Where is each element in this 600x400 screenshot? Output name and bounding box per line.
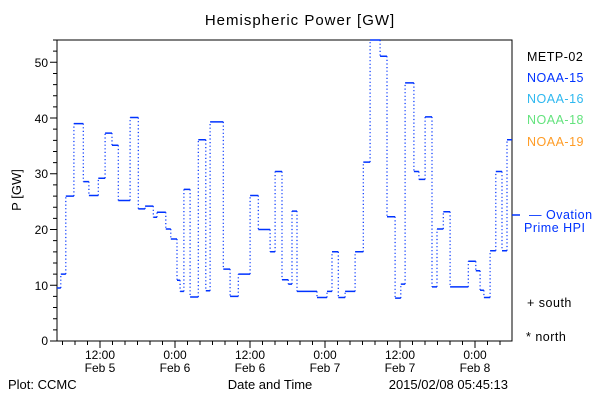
x-tick-label-1: 12:00 Feb 5: [68, 349, 132, 375]
x-tick-time: 12:00: [84, 348, 116, 362]
x-tick-label-5: 12:00 Feb 7: [368, 349, 432, 375]
y-tick-label-20: 20: [34, 223, 48, 237]
y-tick-label-30: 30: [34, 167, 48, 181]
legend-south-marker: + south: [527, 296, 572, 310]
x-tick-time: 0:00: [463, 348, 487, 362]
asterisk-symbol: *: [526, 330, 532, 344]
x-tick-date: Feb 6: [159, 361, 191, 375]
plot-frame: [56, 39, 513, 342]
x-axis-title: Date and Time: [227, 377, 313, 392]
legend-item-noaa-19: NOAA-19: [527, 135, 584, 149]
legend-item-noaa-18: NOAA-18: [527, 113, 584, 127]
x-tick-date: Feb 6: [234, 361, 266, 375]
x-tick-time: 12:00: [234, 348, 266, 362]
legend-item-noaa-16: NOAA-16: [527, 92, 584, 106]
legend-north-marker: * north: [526, 330, 566, 344]
axis-ticks: [50, 39, 501, 348]
x-tick-time: 12:00: [384, 348, 416, 362]
data-step-horizontals: [57, 39, 512, 299]
plot-timestamp: 2015/02/08 05:45:13: [388, 377, 508, 392]
x-tick-label-6: 0:00 Feb 8: [443, 349, 507, 375]
y-tick-label-0: 0: [41, 334, 48, 348]
plot-source-label: Plot: CCMC: [8, 377, 77, 392]
south-label: south: [538, 296, 572, 310]
x-tick-time: 0:00: [313, 348, 337, 362]
x-tick-time: 0:00: [163, 348, 187, 362]
legend-item-metp-02: METP-02: [527, 50, 584, 64]
x-tick-date: Feb 7: [309, 361, 341, 375]
x-tick-label-3: 12:00 Feb 6: [218, 349, 282, 375]
y-tick-label-50: 50: [34, 56, 48, 70]
y-tick-label-10: 10: [34, 279, 48, 293]
legend-item-noaa-15: NOAA-15: [527, 71, 584, 85]
x-tick-date: Feb 5: [84, 361, 116, 375]
ovation-legend-line2: Prime HPI: [524, 221, 586, 235]
ovation-legend-line1: — Ovation: [529, 208, 593, 222]
data-step-verticals: [60, 40, 508, 299]
x-tick-date: Feb 7: [384, 361, 416, 375]
x-tick-date: Feb 8: [459, 361, 491, 375]
y-tick-label-40: 40: [34, 112, 48, 126]
x-tick-label-4: 0:00 Feb 7: [293, 349, 357, 375]
x-tick-label-2: 0:00 Feb 6: [143, 349, 207, 375]
north-label: north: [535, 330, 567, 344]
chart-title: Hemispheric Power [GW]: [204, 12, 396, 29]
plus-symbol: +: [527, 296, 535, 310]
